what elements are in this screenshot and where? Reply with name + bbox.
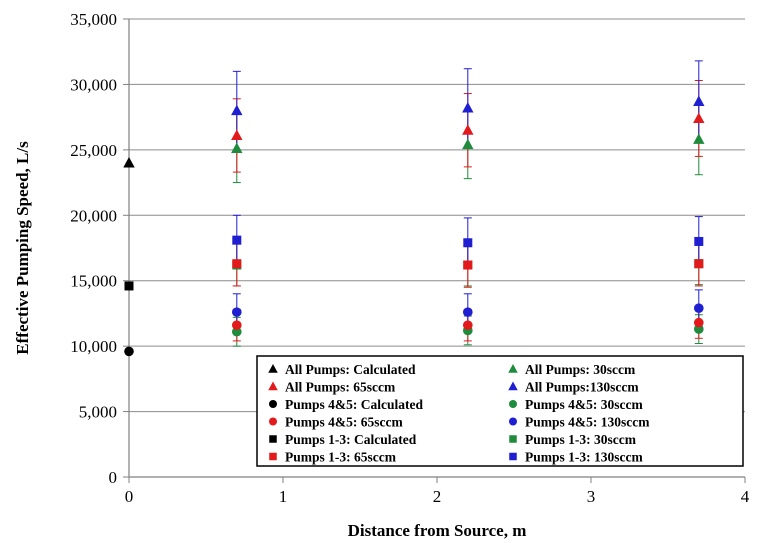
legend-entry: Pumps 1-3: 130sccm [509,450,643,465]
legend-box [256,355,744,467]
data-point-7-1 [463,307,473,317]
x-axis-title: Distance from Source, m [348,521,527,540]
data-point-7-2 [694,303,704,313]
legend-label: Pumps 1-3: Calculated [285,432,417,447]
legend-entry: All Pumps: Calculated [268,362,416,377]
legend-marker [268,364,278,373]
data-point-8-0 [124,281,134,291]
legend-label: Pumps 4&5: 130sccm [525,415,650,430]
data-point-6-0 [232,320,242,331]
legend-entry: Pumps 1-3: 65sccm [269,450,397,465]
y-tick-label: 20,000 [70,206,117,225]
legend-label: Pumps 4&5: Calculated [285,397,423,412]
legend-marker [508,364,518,373]
legend-marker [509,452,517,461]
data-point-1-0 [231,142,243,154]
data-point-2-1 [462,124,474,135]
legend-entry: Pumps 1-3: 30sccm [509,432,637,447]
x-tick-label: 0 [125,487,134,506]
data-point-3-0 [231,104,243,116]
data-point-0-0 [123,156,135,168]
data-point-3-2 [693,95,705,106]
y-tick-label: 35,000 [70,10,117,29]
x-tick-label: 1 [279,487,288,506]
legend-marker [508,381,518,391]
data-points [123,95,705,357]
gridlines [129,18,745,413]
data-point-2-0 [231,129,243,140]
legend-label: Pumps 1-3: 30sccm [525,432,637,447]
legend-marker [509,400,517,408]
y-tick-label: 10,000 [70,337,117,356]
legend-label: Pumps 1-3: 65sccm [285,450,397,465]
legend-marker [268,381,278,391]
legend-label: All Pumps:130sccm [525,380,639,395]
y-axis-title: Effective Pumping Speed, L/s [13,141,32,355]
y-tick-label: 30,000 [70,75,117,94]
legend-entry: All Pumps: 30sccm [508,362,636,377]
data-point-10-0 [232,259,242,269]
legend-label: Pumps 1-3: 130sccm [525,450,643,465]
data-point-6-1 [463,320,473,331]
y-tick-label: 15,000 [70,272,117,291]
data-point-6-2 [694,317,704,328]
data-point-1-1 [462,138,474,150]
data-point-2-2 [693,112,705,123]
data-point-11-2 [694,236,704,246]
tick-labels: 0 1 2 3 4 0 5,000 10,000 15,000 20,000 25,000 30,00… [70,10,750,506]
legend-marker [269,435,277,443]
y-tick-label: 5,000 [79,403,117,422]
legend-entry: Pumps 1-3: Calculated [269,432,417,447]
legend-marker [269,417,277,426]
x-tick-label: 2 [433,487,442,506]
x-tick-label: 4 [741,487,750,506]
legend-entry: Pumps 4&5: 30sccm [509,397,643,412]
y-tick-label: 0 [109,468,118,487]
legend-marker [269,400,277,408]
data-point-1-2 [693,133,705,144]
legend-entry: Pumps 4&5: Calculated [269,397,423,412]
data-point-10-1 [463,260,473,270]
axes [123,18,746,483]
data-point-11-0 [232,235,242,245]
y-tick-label: 25,000 [70,141,117,160]
legend-label: All Pumps: 30sccm [525,362,636,377]
data-point-3-1 [462,101,474,113]
legend: All Pumps: Calculated All Pumps: 30sccm Al… [256,355,744,467]
legend-label: Pumps 4&5: 30sccm [525,397,643,412]
legend-marker [269,452,277,461]
x-tick-label: 3 [587,487,596,506]
data-point-10-2 [694,259,704,269]
data-point-4-0 [124,346,134,357]
legend-entry: All Pumps: 65sccm [268,380,396,395]
data-point-7-0 [232,307,242,317]
legend-label: Pumps 4&5: 65sccm [285,415,403,430]
legend-marker [509,417,517,426]
data-point-11-1 [463,238,473,248]
legend-entry: All Pumps:130sccm [508,380,639,395]
legend-marker [509,435,517,443]
legend-label: All Pumps: 65sccm [285,380,396,395]
legend-entry: Pumps 4&5: 130sccm [509,415,650,430]
legend-entry: Pumps 4&5: 65sccm [269,415,403,430]
legend-label: All Pumps: Calculated [285,362,416,377]
